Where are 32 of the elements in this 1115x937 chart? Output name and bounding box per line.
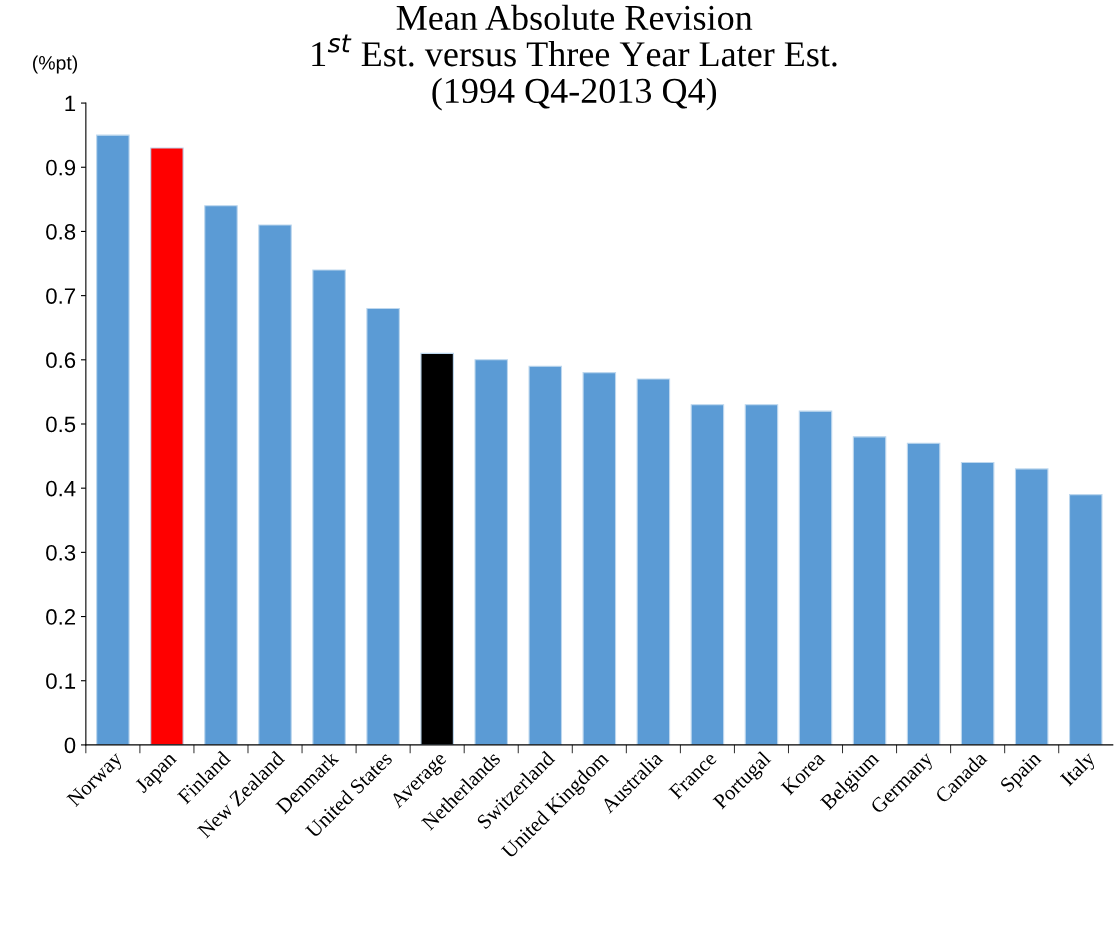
y-tick-label: 0.4 [46,480,76,497]
bar [96,134,130,745]
bar [582,372,617,745]
bar [852,436,887,745]
bar [312,269,346,745]
bar [798,410,833,745]
bar [258,224,292,745]
y-tick-label: 0.9 [46,159,76,176]
x-tick-label: Italy [1059,749,1100,790]
y-tick-label: 0.2 [46,609,76,625]
bar [474,359,508,745]
y-tick-label: 0 [64,737,76,754]
y-axis-title: (%pt) [33,55,78,74]
bar [690,404,725,745]
bar [150,147,184,745]
bar [528,365,563,745]
bar [744,404,779,745]
bar [204,205,238,745]
y-tick-label: 0.7 [46,288,76,304]
bar [906,442,941,745]
y-tick-label: 0.6 [46,352,76,369]
bar [960,461,995,745]
y-tick-label: 0.5 [46,416,76,433]
chart-title: Mean Absolute Revision 1$^{st}$ Est. versus Three Year Later Est. (1994 Q4-2013 Q4) [312,4,837,111]
y-tick-label: 0.3 [46,544,76,561]
y-tick-label: 0.8 [46,223,76,240]
y-tick-label: 0.1 [46,673,76,689]
bar [366,307,400,745]
y-tick-label: 1 [65,95,76,112]
bar [1068,494,1103,745]
bar [636,378,671,745]
bar [1014,468,1049,745]
